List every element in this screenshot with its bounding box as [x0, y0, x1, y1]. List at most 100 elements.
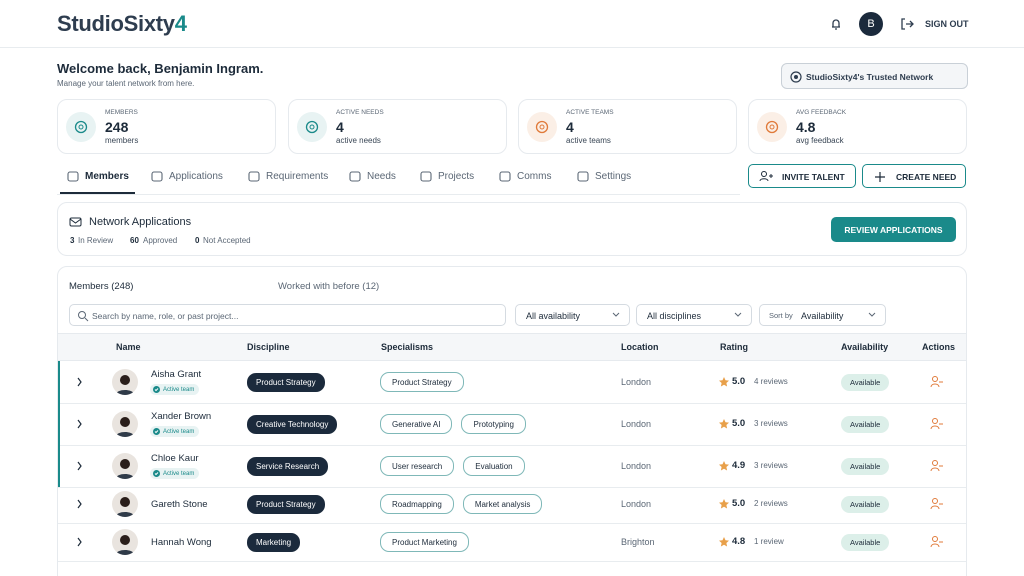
- stat-icon: [765, 120, 779, 134]
- stat-label: ACTIVE TEAMS: [566, 109, 614, 116]
- mail-icon: [69, 217, 82, 227]
- column-header: Actions: [922, 342, 956, 352]
- specialism-pill: Roadmapping: [380, 494, 454, 514]
- tab[interactable]: Projects: [438, 171, 475, 182]
- rating: 4.9: [732, 460, 746, 471]
- add-to-team-icon[interactable]: [930, 536, 943, 548]
- button-icon: [759, 171, 773, 182]
- active-badge: Active team: [150, 384, 200, 395]
- members-panel: Members (248) Worked with before (12) Sear…: [57, 266, 967, 576]
- review-button[interactable]: REVIEW APPLICATIONS: [831, 217, 956, 242]
- avatar-figure: [115, 497, 135, 517]
- count-label: Approved: [143, 236, 178, 245]
- member-name[interactable]: Gareth Stone: [151, 499, 208, 510]
- stat-card: ACTIVE TEAMS 4 active teams: [518, 99, 737, 154]
- add-to-team-icon[interactable]: [930, 460, 943, 472]
- rating: 4.8: [732, 536, 746, 547]
- member-avatar: [112, 529, 138, 555]
- availability-pill: Available: [841, 416, 890, 433]
- member-avatar: [112, 453, 138, 479]
- tab[interactable]: Applications: [169, 171, 223, 182]
- filter-select[interactable]: All availability: [515, 304, 630, 326]
- tab[interactable]: Settings: [595, 171, 632, 182]
- location: Brighton: [621, 537, 655, 547]
- filter-select[interactable]: All disciplines: [636, 304, 752, 326]
- tab[interactable]: Comms: [517, 171, 552, 182]
- member-name[interactable]: Hannah Wong: [151, 537, 212, 548]
- expand-chevron: [77, 499, 82, 509]
- tab[interactable]: Members: [85, 171, 129, 182]
- location: London: [621, 461, 652, 471]
- panel-tab[interactable]: Worked with before (12): [278, 281, 380, 292]
- availability-pill: Available: [841, 374, 890, 391]
- specialism-pill: Product Marketing: [380, 532, 469, 552]
- star-icon: [719, 499, 729, 509]
- rating: 5.0: [732, 418, 746, 429]
- member-name[interactable]: Xander Brown: [151, 411, 212, 422]
- discipline-pill: Marketing: [247, 533, 301, 552]
- welcome-subtitle: Manage your talent network from here.: [57, 79, 195, 88]
- column-header: Discipline: [247, 342, 290, 352]
- stat-label: AVG FEEDBACK: [796, 109, 847, 116]
- action-button-label: CREATE NEED: [896, 172, 957, 182]
- action-button[interactable]: INVITE TALENT: [748, 164, 856, 188]
- member-avatar: [112, 369, 138, 395]
- tab-icon: [420, 171, 432, 182]
- member-name[interactable]: Aisha Grant: [151, 369, 202, 380]
- row-highlight: [58, 361, 60, 403]
- filter-label: All availability: [526, 311, 581, 321]
- count-value: 0: [195, 236, 200, 245]
- avatar-figure: [115, 459, 135, 479]
- row-divider: [58, 487, 966, 488]
- stat-icon: [535, 120, 549, 134]
- member-name[interactable]: Chloe Kaur: [151, 453, 199, 464]
- add-to-team-icon[interactable]: [930, 376, 943, 388]
- sign-out-button[interactable]: SIGN OUT: [925, 19, 969, 29]
- tab[interactable]: Needs: [367, 171, 396, 182]
- rating: 5.0: [732, 376, 746, 387]
- expand-chevron: [77, 419, 82, 429]
- stat-icon-bg: [297, 112, 327, 142]
- avatar[interactable]: B: [859, 12, 883, 36]
- sort-select[interactable]: Sort by Availability: [759, 304, 886, 326]
- stat-unit: members: [105, 136, 139, 145]
- specialisms: Product Strategy: [380, 372, 464, 392]
- chevron-down: [612, 312, 620, 317]
- star-icon: [719, 461, 729, 471]
- column-header: Rating: [720, 342, 748, 352]
- tab-underline: [60, 192, 135, 194]
- panel-tab[interactable]: Members (248): [69, 281, 134, 292]
- rating: 5.0: [732, 498, 746, 509]
- bell-icon: [832, 19, 840, 30]
- discipline-pill: Service Research: [247, 457, 329, 476]
- stat-value: 248: [105, 119, 129, 135]
- discipline-pill: Creative Technology: [247, 415, 338, 434]
- action-button[interactable]: CREATE NEED: [862, 164, 966, 188]
- stat-unit: active needs: [336, 136, 381, 145]
- stat-icon-bg: [757, 112, 787, 142]
- expand-chevron: [77, 377, 82, 387]
- reviews: 3 reviews: [754, 419, 788, 428]
- add-to-team-icon[interactable]: [930, 418, 943, 430]
- check-icon: [153, 428, 160, 435]
- tab[interactable]: Requirements: [266, 171, 329, 182]
- specialism-pill: User research: [380, 456, 455, 476]
- member-avatar: [112, 491, 138, 517]
- count-label: In Review: [78, 236, 114, 245]
- stat-card: MEMBERS 248 members: [57, 99, 276, 154]
- specialisms: Generative AI Prototyping: [380, 414, 526, 434]
- add-to-team-icon[interactable]: [930, 498, 943, 510]
- specialism-pill: Evaluation: [463, 456, 525, 476]
- sign-out-icon: [901, 18, 914, 30]
- column-header: Availability: [841, 342, 889, 352]
- discipline-pill: Product Strategy: [247, 495, 325, 514]
- stat-value: 4.8: [796, 119, 816, 135]
- specialisms: Product Marketing: [380, 532, 469, 552]
- specialism-pill: Market analysis: [462, 494, 543, 514]
- tab-icon: [248, 171, 260, 182]
- search-box[interactable]: Search by name, role, or past project...: [69, 304, 506, 326]
- tab-icon: [499, 171, 511, 182]
- specialism-pill: Product Strategy: [380, 372, 464, 392]
- chevron-down: [868, 312, 876, 317]
